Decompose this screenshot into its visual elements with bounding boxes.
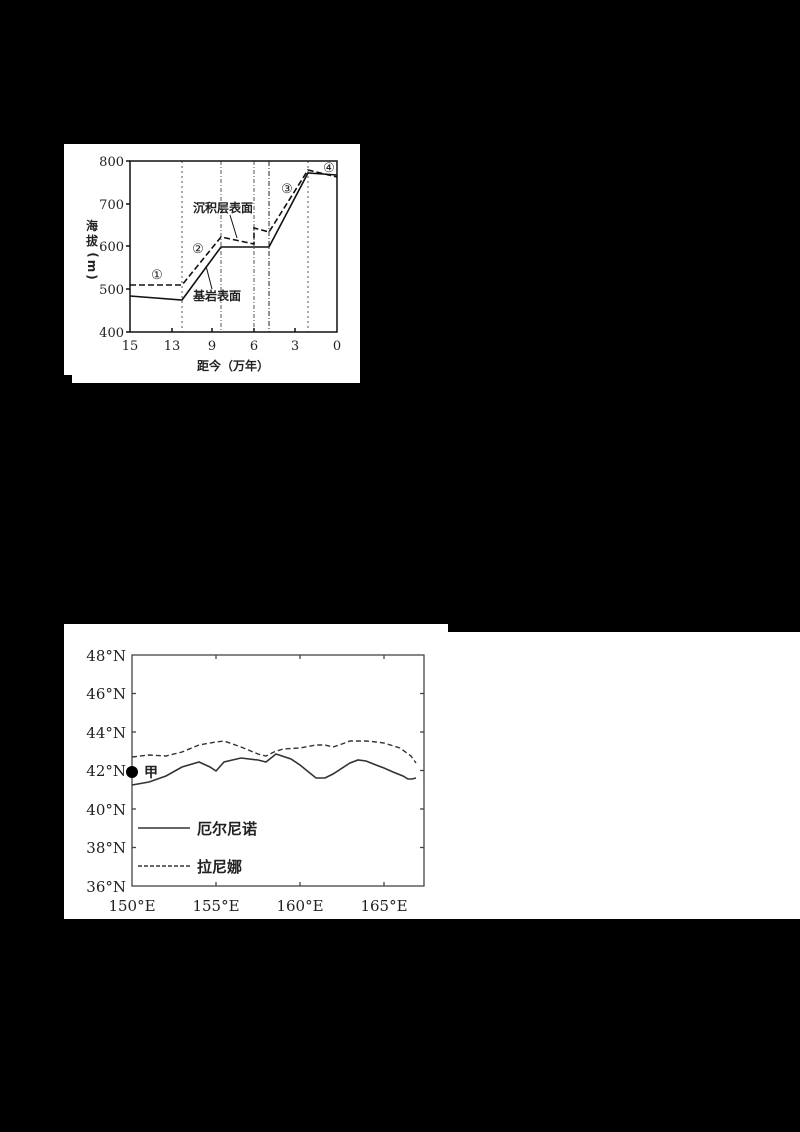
legend-la-nina-label: 拉尼娜 xyxy=(197,858,242,876)
x-tick: 150°E xyxy=(108,897,155,915)
y-tick: 36°N xyxy=(86,878,126,896)
x-tick: 6 xyxy=(250,339,258,354)
y-tick: 48°N xyxy=(86,647,126,665)
legend: 厄尔尼诺 拉尼娜 xyxy=(138,820,257,876)
x-tick: 0 xyxy=(333,339,341,354)
boundary-chart: 48°N 46°N 44°N 42°N 40°N 38°N 36°N 150°E… xyxy=(86,647,425,915)
y-tick: 42°N xyxy=(86,762,126,780)
x-tick: 9 xyxy=(208,339,216,354)
el-nino-line xyxy=(131,753,417,786)
y-tick: 800 xyxy=(99,155,124,170)
y-tick: 500 xyxy=(99,283,124,298)
svg-text:): ) xyxy=(85,274,99,279)
svg-text:拔: 拔 xyxy=(86,233,99,248)
reference-lines xyxy=(181,161,309,332)
x-tick: 13 xyxy=(164,339,181,354)
point-jia-marker xyxy=(126,766,138,778)
bedrock-surface-label: 基岩表面 xyxy=(192,288,241,303)
y-tick: 38°N xyxy=(86,839,126,857)
svg-text:m: m xyxy=(85,260,99,273)
stage-marker-2: ② xyxy=(192,242,204,257)
stage-markers: ① ② ③ ④ xyxy=(151,161,335,283)
y-tick: 46°N xyxy=(86,685,126,703)
y-tick-labels: 48°N 46°N 44°N 42°N 40°N 38°N 36°N xyxy=(86,647,126,896)
x-axis-label: 距今（万年） xyxy=(197,358,269,373)
y-tick: 700 xyxy=(99,198,124,213)
corner-notch xyxy=(64,375,72,383)
x-tick: 160°E xyxy=(276,897,323,915)
svg-text:海: 海 xyxy=(86,218,98,233)
x-tick-labels: 150°E 155°E 160°E 165°E xyxy=(108,897,407,915)
stage-marker-4: ④ xyxy=(323,161,335,176)
x-tick: 3 xyxy=(291,339,299,354)
y-tick: 44°N xyxy=(86,724,126,742)
sediment-surface-label: 沉积层表面 xyxy=(193,200,253,215)
x-tick: 165°E xyxy=(360,897,407,915)
bedrock-surface-line xyxy=(129,172,338,301)
y-axis-label: 海 拔 ( m ) xyxy=(85,218,100,280)
x-tick: 15 xyxy=(122,339,139,354)
y-tick: 600 xyxy=(99,240,124,255)
stage-marker-1: ① xyxy=(151,268,163,283)
sediment-surface-line xyxy=(130,169,338,286)
legend-el-nino-label: 厄尔尼诺 xyxy=(197,820,257,838)
svg-text:(: ( xyxy=(86,252,100,257)
la-nina-line xyxy=(131,740,417,764)
elevation-chart: 800 700 600 500 400 15 13 9 6 3 0 距今（万年）… xyxy=(85,155,341,373)
x-tick: 155°E xyxy=(192,897,239,915)
x-tick-labels: 15 13 9 6 3 0 xyxy=(122,339,341,354)
chart1-panel: 800 700 600 500 400 15 13 9 6 3 0 距今（万年）… xyxy=(64,144,360,383)
point-jia-label: 甲 xyxy=(144,765,158,781)
chart2-bg-right xyxy=(448,632,800,919)
stage-marker-3: ③ xyxy=(281,182,293,197)
y-tick: 40°N xyxy=(86,801,126,819)
y-tick: 400 xyxy=(99,326,124,341)
y-tick-labels: 800 700 600 500 400 xyxy=(99,155,124,341)
